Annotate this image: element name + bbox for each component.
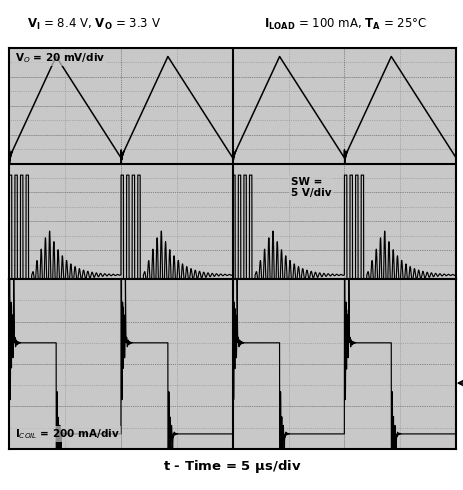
- Text: I$_{COIL}$ = 200 mA/div: I$_{COIL}$ = 200 mA/div: [15, 427, 119, 441]
- Text: V$_O$ = 20 mV/div: V$_O$ = 20 mV/div: [15, 51, 105, 65]
- Text: $\mathbf{V_I}$ = 8.4 V, $\mathbf{V_O}$ = 3.3 V: $\mathbf{V_I}$ = 8.4 V, $\mathbf{V_O}$ =…: [27, 17, 161, 32]
- Text: $\mathbf{I_{LOAD}}$ = 100 mA, $\mathbf{T_A}$ = 25°C: $\mathbf{I_{LOAD}}$ = 100 mA, $\mathbf{T…: [264, 17, 427, 32]
- Text: SW =
5 V/div: SW = 5 V/div: [291, 176, 331, 198]
- Text: $\mathbf{t}$ - Time = 5 $\mathbf{\mu}$s/div: $\mathbf{t}$ - Time = 5 $\mathbf{\mu}$s/…: [163, 458, 302, 475]
